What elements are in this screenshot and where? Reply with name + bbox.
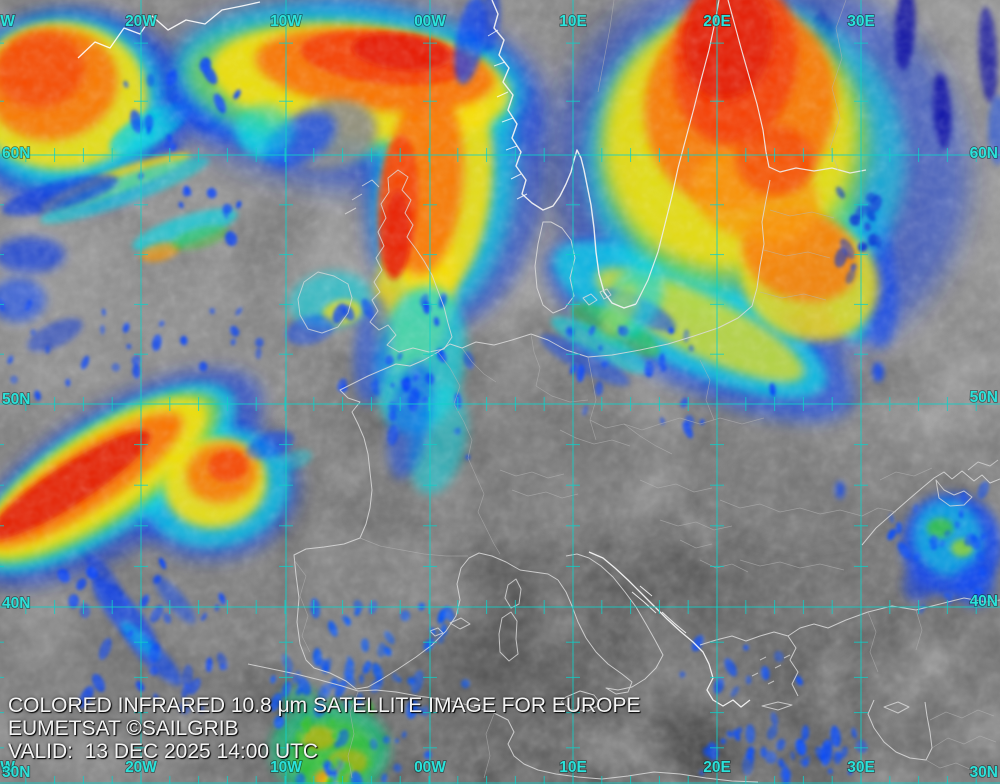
grid-label: 30N: [970, 764, 998, 781]
grid-label: 30N: [2, 764, 30, 781]
grid-label: 20W: [125, 13, 157, 30]
grid-label: 20E: [703, 759, 731, 776]
grid-label: 30E: [847, 13, 875, 30]
grid-labels: 30W 20W 10W 00W 10E 20E 30E 30W 20W 10W 00W 10E 20E 3…: [0, 12, 999, 782]
grid-label: 30W: [0, 13, 15, 30]
grid-label: 40N: [2, 595, 30, 612]
grid-label: 30E: [847, 759, 875, 776]
grid-ticks: [0, 42, 977, 784]
grid-label: 20E: [703, 13, 731, 30]
grid-label: 10E: [559, 13, 587, 30]
grid-label: 60N: [970, 145, 998, 162]
grid-label: 20W: [125, 759, 157, 776]
grid-label: 10E: [559, 759, 587, 776]
grid-label: 50N: [2, 391, 30, 408]
grid-label: 60N: [2, 145, 30, 162]
grid-label: 10W: [270, 759, 302, 776]
grid-label: 50N: [970, 389, 998, 406]
country-borders: [293, 0, 997, 779]
grid-label: 40N: [970, 593, 998, 610]
grid-label: 30W: [0, 759, 15, 776]
coastlines: [77, 0, 1000, 783]
grid-label: 00W: [414, 759, 446, 776]
grid-label: 10W: [270, 13, 302, 30]
grid-label: 00W: [414, 13, 446, 30]
